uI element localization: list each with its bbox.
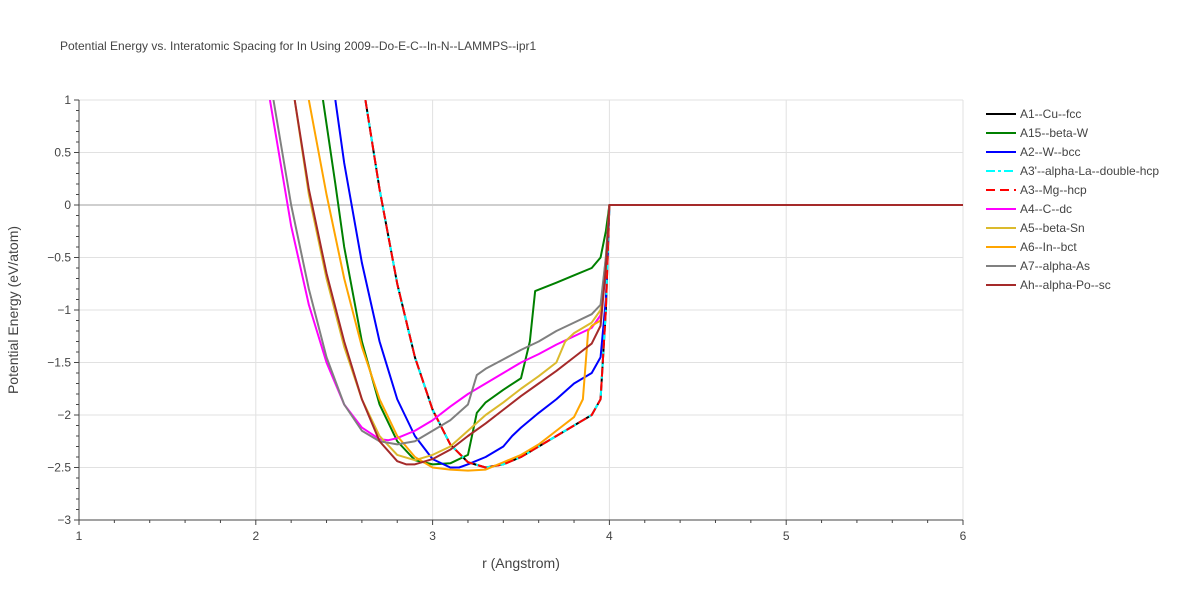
y-tick-label: 0 (64, 198, 71, 212)
axes: 1 2 3 4 5 6 1 0.5 0 −0.5 −1 −1.5 −2 −2.5 −3 (47, 93, 966, 543)
grid (79, 99, 964, 520)
y-tick-label: −1 (57, 303, 71, 317)
legend-item[interactable]: Ah--alpha-Po--sc (986, 278, 1111, 292)
y-tick-label: 1 (64, 93, 71, 107)
legend-item[interactable]: A1--Cu--fcc (986, 107, 1081, 121)
x-tick-label: 6 (960, 529, 967, 543)
x-axis-title: r (Angstrom) (482, 555, 560, 571)
legend-item[interactable]: A3'--alpha-La--double-hcp (986, 164, 1159, 178)
series-line-0 (364, 100, 963, 469)
legend-label: A15--beta-W (1020, 126, 1089, 140)
legend-label: A3'--alpha-La--double-hcp (1020, 164, 1159, 178)
legend-label: A7--alpha-As (1020, 259, 1090, 273)
y-tick-label: −1.5 (47, 356, 71, 370)
x-tick-label: 1 (76, 529, 83, 543)
y-axis-title: Potential Energy (eV/atom) (5, 226, 21, 394)
y-tick-label: −0.5 (47, 251, 71, 265)
x-tick-label: 3 (429, 529, 436, 543)
series-line-6 (293, 100, 963, 462)
series-line-1 (321, 100, 963, 466)
y-tick-label: −2 (57, 408, 71, 422)
legend-label: A5--beta-Sn (1020, 221, 1085, 235)
x-tick-label: 4 (606, 529, 613, 543)
y-tick-label: −2.5 (47, 461, 71, 475)
legend-item[interactable]: A6--In--bct (986, 240, 1077, 254)
x-tick-label: 5 (783, 529, 790, 543)
legend-label: Ah--alpha-Po--sc (1020, 278, 1111, 292)
series-line-9 (293, 100, 963, 466)
series-line-8 (272, 100, 963, 446)
series-line-3 (364, 100, 963, 469)
legend-item[interactable]: A7--alpha-As (986, 259, 1090, 273)
y-tick-label: −3 (57, 513, 71, 527)
legend-label: A4--C--dc (1020, 202, 1072, 216)
y-tick-label: 0.5 (54, 146, 71, 160)
legend-item[interactable]: A2--W--bcc (986, 145, 1080, 159)
chart-title: Potential Energy vs. Interatomic Spacing… (60, 39, 536, 53)
series-line-2 (334, 100, 963, 469)
x-tick-label: 2 (252, 529, 259, 543)
legend-label: A2--W--bcc (1020, 145, 1080, 159)
series-line-4 (364, 100, 963, 469)
legend-label: A1--Cu--fcc (1020, 107, 1081, 121)
legend-item[interactable]: A5--beta-Sn (986, 221, 1085, 235)
series-group (268, 100, 963, 472)
legend-item[interactable]: A4--C--dc (986, 202, 1072, 216)
legend-item[interactable]: A15--beta-W (986, 126, 1089, 140)
legend-label: A3--Mg--hcp (1020, 183, 1087, 197)
legend-label: A6--In--bct (1020, 240, 1077, 254)
legend[interactable]: A1--Cu--fcc A15--beta-W A2--W--bcc A3'--alp… (986, 107, 1159, 292)
legend-item[interactable]: A3--Mg--hcp (986, 183, 1087, 197)
